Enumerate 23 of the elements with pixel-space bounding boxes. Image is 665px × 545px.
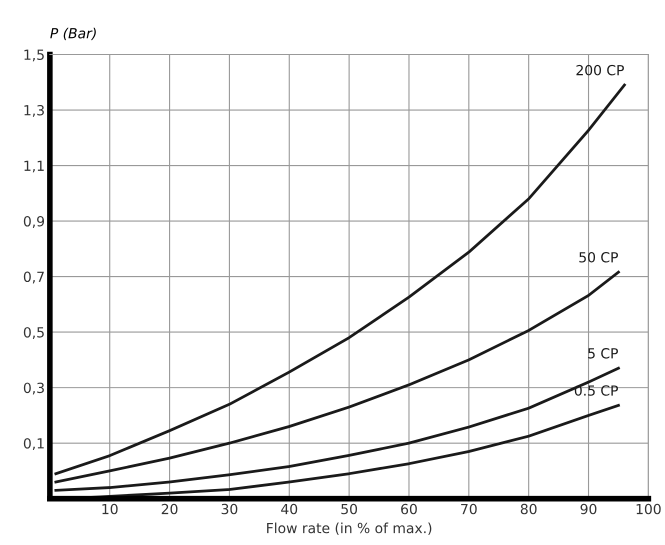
y-tick-label: 0,9 [24, 216, 44, 228]
series-label: 50 CP [579, 252, 618, 263]
y-tick-label: 1,1 [24, 160, 44, 172]
series-label: 5 CP [588, 348, 618, 359]
y-tick-label: 0,3 [24, 382, 44, 395]
x-tick-label: 60 [401, 504, 417, 514]
x-tick-label: 70 [461, 504, 477, 514]
y-tick-label: 0,1 [24, 438, 44, 450]
x-tick-label: 10 [102, 504, 118, 514]
series-label: 200 CP [576, 64, 624, 76]
y-tick-label: 1,5 [24, 50, 44, 62]
x-tick-label: 100 [636, 504, 661, 514]
x-tick-label: 30 [222, 504, 238, 514]
x-tick-label: 20 [162, 504, 178, 514]
y-tick-label: 1,3 [24, 104, 44, 117]
y-axis-title: P (Bar) [50, 28, 96, 40]
x-tick-label: 40 [281, 504, 298, 514]
x-tick-label: 80 [520, 504, 537, 514]
y-tick-label: 0,5 [24, 327, 44, 339]
y-tick-label: 0,7 [24, 272, 44, 284]
x-tick-label: 50 [341, 504, 358, 514]
x-axis-title: Flow rate (in % of max.) [267, 522, 432, 535]
x-tick-label: 90 [580, 504, 596, 514]
